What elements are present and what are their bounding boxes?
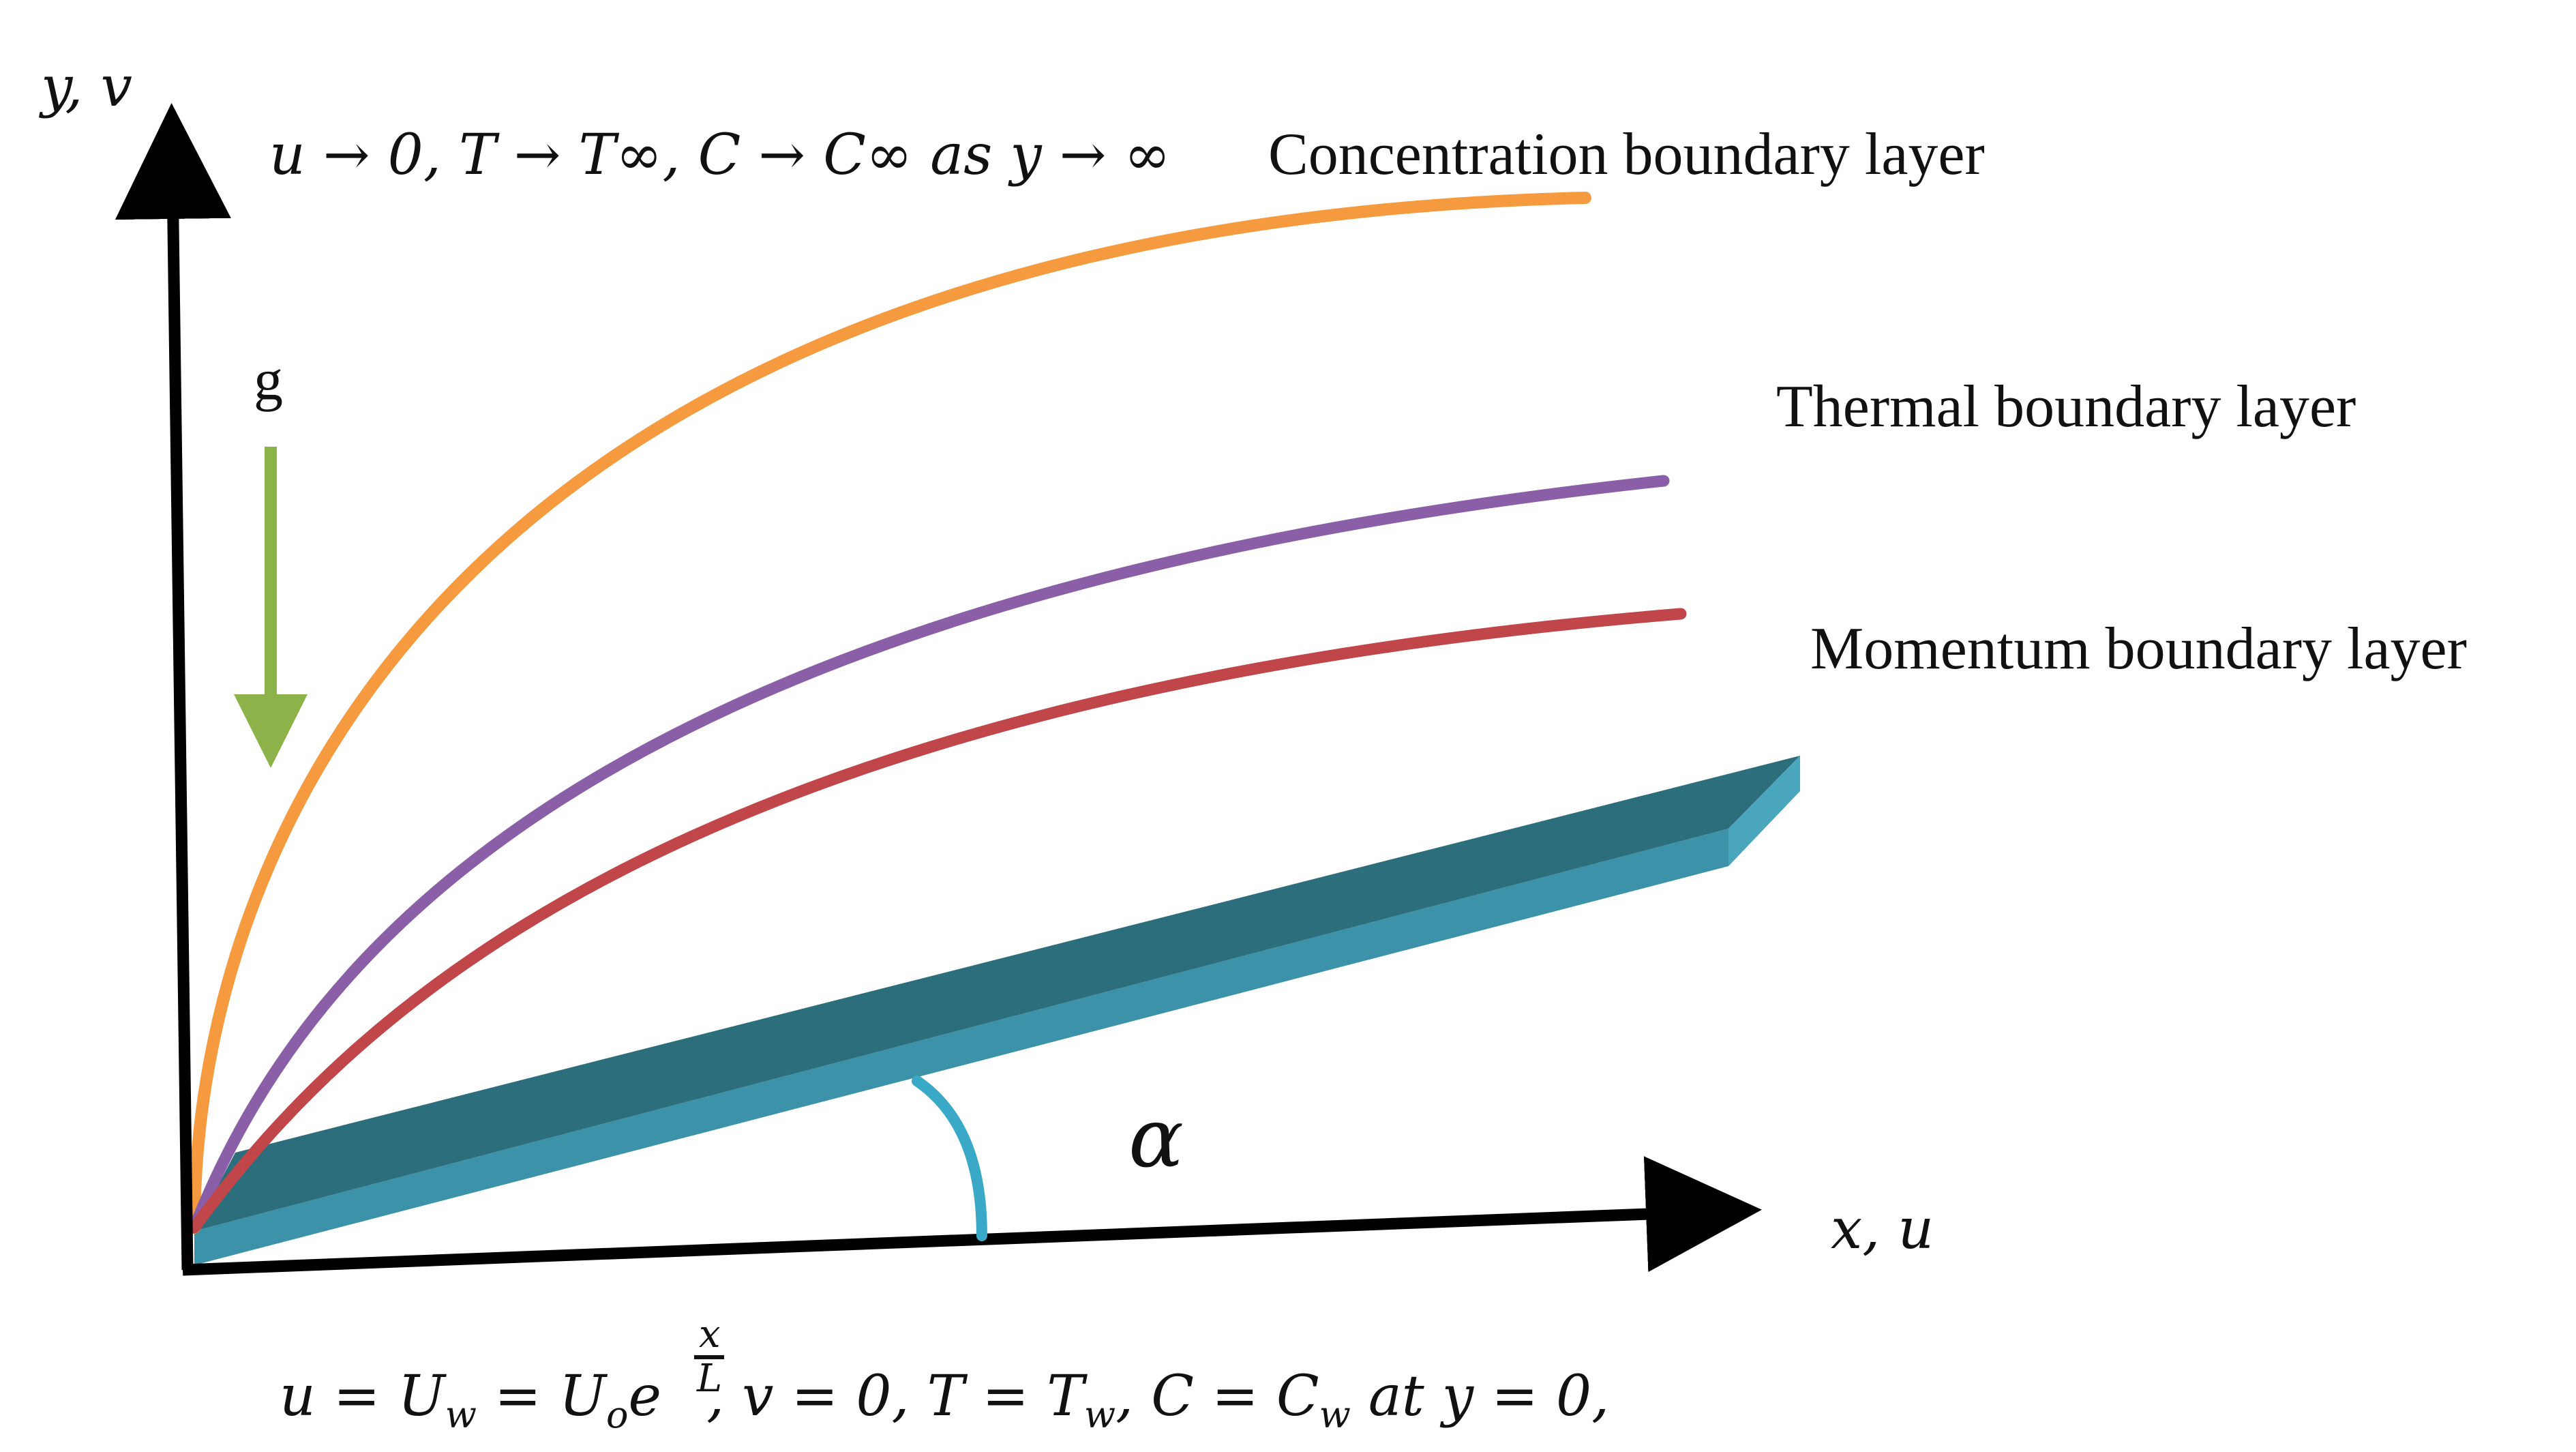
- inclined-plate: [194, 756, 1800, 1265]
- plate-top-face: [194, 756, 1800, 1231]
- thermal-boundary-layer-label: Thermal boundary layer: [1776, 374, 2356, 440]
- y-axis-label: y, v: [38, 55, 132, 119]
- momentum-boundary-layer-label: Momentum boundary layer: [1810, 616, 2467, 682]
- momentum-boundary-layer-curve: [188, 608, 1687, 1234]
- gravity-label: g: [254, 346, 283, 412]
- y-axis: [115, 103, 231, 1271]
- wall-boundary-condition: u = Uw = Uoe , v = 0, T = Tw, C = Cw at …: [280, 1312, 1609, 1436]
- thermal-boundary-layer-curve: [188, 475, 1670, 1234]
- x-axis-label: x, u: [1831, 1197, 1934, 1262]
- concentration-boundary-layer-label: Concentration boundary layer: [1268, 121, 1985, 188]
- exponent-numerator: x: [699, 1312, 721, 1357]
- concentration-boundary-layer-curve: [188, 192, 1591, 1234]
- svg-text:u = Uw = Uoe , v = 0, T = Tw,: u = Uw = Uoe , v = 0, T = Tw, C = Cw at …: [280, 1364, 1609, 1436]
- exponent-denominator: L: [696, 1357, 722, 1401]
- angle-arc: [912, 1076, 987, 1241]
- x-axis: [182, 1156, 1762, 1276]
- plate-end-face: [1728, 756, 1800, 866]
- inclination-angle-label: α: [1128, 1091, 1184, 1186]
- far-field-boundary-condition: u → 0, T → T∞, C → C∞ as y → ∞: [269, 123, 1171, 188]
- plate-front-face: [194, 829, 1728, 1265]
